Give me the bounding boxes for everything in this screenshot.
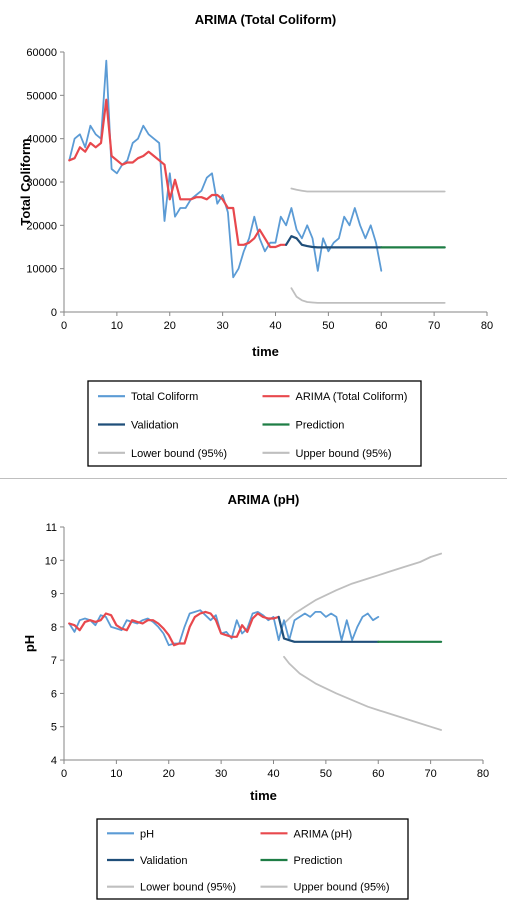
legend-box	[87, 380, 422, 467]
x-tick-label: 30	[217, 320, 229, 332]
y-tick-label: 8	[51, 622, 57, 634]
x-tick-label: 10	[111, 320, 123, 332]
series-line-upper-bound-95	[283, 552, 443, 625]
x-tick-label: 50	[320, 768, 332, 780]
x-tick-label: 70	[425, 768, 437, 780]
series-line-ph	[68, 609, 380, 647]
y-tick-label: 4	[51, 755, 57, 767]
legend-label-validation: Validation	[131, 420, 179, 432]
legend-label-validation: Validation	[140, 855, 188, 867]
total-coliform-chart: ARIMA (Total Coliform) 0 10000 20000 30000 40…	[18, 12, 493, 467]
legend-label-arima-total-coliform: ARIMA (Total Coliform)	[296, 391, 408, 403]
x-tick-label: 60	[375, 320, 387, 332]
legend-label-lower-bound-95: Lower bound (95%)	[140, 882, 236, 894]
y-tick-label: 10	[45, 555, 57, 567]
chart-title: ARIMA (pH)	[228, 492, 300, 507]
x-tick-label: 80	[477, 768, 489, 780]
ph-chart: ARIMA (pH) 4 5 6 7 8 9 10 11 0 10 20 30 40 50 60 70 80 tim…	[22, 492, 489, 900]
x-tick-label: 40	[267, 768, 279, 780]
y-tick-label: 40000	[26, 134, 57, 146]
y-tick-label: 20000	[26, 220, 57, 232]
legend-label-ph: pH	[140, 828, 154, 840]
y-tick-label: 9	[51, 589, 57, 601]
series-line-arima-ph	[68, 610, 280, 647]
legend-label-total-coliform: Total Coliform	[131, 391, 198, 403]
x-tick-label: 0	[61, 320, 67, 332]
x-tick-label: 30	[215, 768, 227, 780]
x-tick-label: 20	[164, 320, 176, 332]
chart-divider	[0, 478, 507, 479]
series-line-validation	[285, 235, 383, 249]
legend-label-prediction: Prediction	[294, 855, 343, 867]
x-tick-label: 60	[372, 768, 384, 780]
series-line-upper-bound-95	[290, 187, 446, 193]
y-tick-label: 11	[46, 522, 57, 534]
series-line-validation	[277, 615, 380, 643]
legend-box	[96, 818, 409, 900]
x-tick-label: 40	[269, 320, 281, 332]
y-tick-label: 60000	[26, 47, 57, 59]
series-line-lower-bound-95	[283, 655, 443, 731]
x-axis-label: time	[250, 788, 277, 803]
y-tick-label: 10000	[26, 264, 57, 276]
legend-label-lower-bound-95: Lower bound (95%)	[131, 448, 227, 460]
x-tick-label: 80	[481, 320, 493, 332]
y-tick-label: 6	[51, 688, 57, 700]
series-line-total-coliform	[68, 59, 383, 279]
y-tick-label: 7	[51, 655, 57, 667]
y-axis-label: pH	[22, 635, 37, 652]
legend-label-upper-bound-95: Upper bound (95%)	[296, 448, 392, 460]
x-tick-label: 50	[322, 320, 334, 332]
legend-label-arima-ph: ARIMA (pH)	[294, 828, 353, 840]
series-line-lower-bound-95	[290, 287, 446, 304]
x-axis-label: time	[252, 344, 279, 359]
x-tick-label: 10	[110, 768, 122, 780]
series-line-arima-total-coliform	[68, 98, 288, 249]
y-tick-label: 5	[51, 722, 57, 734]
y-tick-label: 30000	[26, 177, 57, 189]
y-tick-label: 50000	[26, 90, 57, 102]
x-tick-label: 70	[428, 320, 440, 332]
y-tick-label: 0	[51, 307, 57, 319]
legend-label-prediction: Prediction	[296, 420, 345, 432]
x-tick-label: 20	[163, 768, 175, 780]
chart-title: ARIMA (Total Coliform)	[195, 12, 337, 27]
x-tick-label: 0	[61, 768, 67, 780]
y-axis-label: Total Coliform	[18, 138, 33, 225]
legend-label-upper-bound-95: Upper bound (95%)	[294, 882, 390, 894]
